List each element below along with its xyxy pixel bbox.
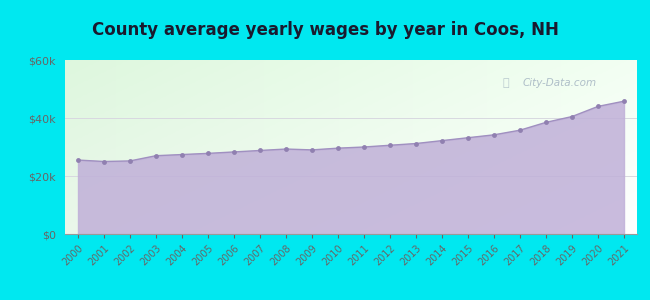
Text: City-Data.com: City-Data.com [523, 78, 597, 88]
Text: ⦿: ⦿ [502, 78, 509, 88]
Text: County average yearly wages by year in Coos, NH: County average yearly wages by year in C… [92, 21, 558, 39]
